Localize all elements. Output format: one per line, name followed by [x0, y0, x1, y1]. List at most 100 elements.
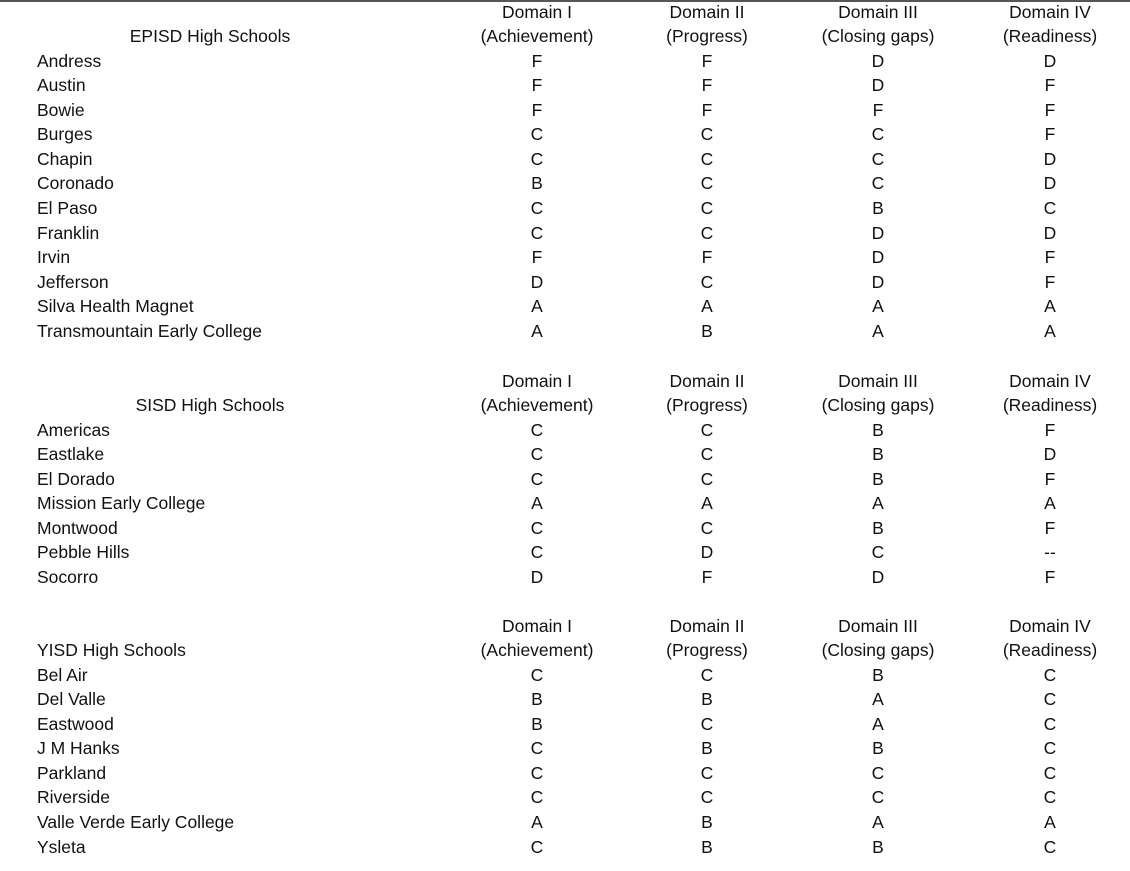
grade-cell: C	[530, 762, 544, 783]
table-row: Transmountain Early College A B A A	[0, 319, 1130, 344]
grade-cell: C	[700, 419, 714, 440]
grade-cell: C	[700, 787, 714, 808]
school-name: Burges	[37, 124, 93, 145]
grade-cell: B	[872, 517, 884, 538]
school-name: Del Valle	[37, 689, 106, 710]
grade-cell: B	[701, 836, 713, 857]
column-header-subtitle: (Closing gaps)	[821, 26, 935, 47]
grade-cell: F	[1044, 271, 1056, 292]
grade-cell: C	[1043, 738, 1057, 759]
grade-cell: C	[530, 787, 544, 808]
school-name: Transmountain Early College	[37, 321, 263, 342]
school-name: Socorro	[37, 567, 99, 588]
grade-cell: C	[1043, 689, 1057, 710]
section-table: SISD High Schools Domain I (Achievement) Do…	[0, 369, 1130, 590]
school-name: Valle Verde Early College	[37, 812, 235, 833]
school-name: Austin	[37, 75, 86, 96]
grade-cell: D	[1043, 444, 1057, 465]
grade-cell: F	[1044, 124, 1056, 145]
grade-cell: A	[872, 713, 884, 734]
grade-cell: A	[872, 296, 884, 317]
grade-cell: C	[700, 198, 714, 219]
grade-cell: C	[700, 468, 714, 489]
table-row: Mission Early College A A A A	[0, 491, 1130, 516]
table-row: El Dorado C C B F	[0, 467, 1130, 492]
grade-cell: A	[1044, 493, 1056, 514]
school-name: Coronado	[37, 173, 114, 194]
grade-cell: A	[1044, 812, 1056, 833]
grade-cell: B	[701, 321, 713, 342]
grade-cell: A	[701, 296, 713, 317]
grade-cell: C	[530, 664, 544, 685]
column-header-domain: Domain IV	[1009, 2, 1091, 22]
grade-cell: A	[872, 321, 884, 342]
school-name: Ysleta	[37, 836, 86, 857]
school-name: Eastwood	[37, 713, 114, 734]
grade-cell: C	[1043, 713, 1057, 734]
grade-cell: A	[872, 812, 884, 833]
grade-cell: C	[871, 542, 885, 563]
column-header-subtitle: (Readiness)	[1002, 26, 1098, 47]
column-header-domain: Domain I	[501, 616, 573, 636]
grade-cell: B	[701, 689, 713, 710]
section-title: EPISD High Schools	[129, 26, 291, 47]
school-name: Eastlake	[37, 444, 105, 465]
school-name: El Paso	[37, 198, 98, 219]
grade-cell: F	[531, 247, 543, 268]
grade-cell: C	[530, 468, 544, 489]
grade-cell: --	[1044, 542, 1056, 563]
grade-cell: C	[700, 222, 714, 243]
table-row: Andress F F D D	[0, 49, 1130, 74]
grade-cell: F	[1044, 75, 1056, 96]
grade-cell: C	[871, 173, 885, 194]
school-name: Riverside	[37, 787, 110, 808]
section-title: SISD High Schools	[135, 395, 285, 416]
grade-cell: F	[701, 75, 713, 96]
grade-cell: C	[530, 517, 544, 538]
grade-cell: D	[1043, 173, 1057, 194]
grade-cell: C	[1043, 198, 1057, 219]
column-header-subtitle: (Readiness)	[1002, 395, 1098, 416]
grade-cell: D	[871, 247, 885, 268]
grade-cell: B	[872, 419, 884, 440]
grade-cell: C	[530, 738, 544, 759]
column-header-subtitle: (Achievement)	[480, 26, 594, 47]
column-header: Domain IV (Readiness)	[965, 0, 1130, 49]
column-header-domain: Domain II	[669, 371, 745, 391]
grade-cell: D	[1043, 50, 1057, 71]
table-row: Bowie F F F F	[0, 98, 1130, 123]
table-row: Silva Health Magnet A A A A	[0, 294, 1130, 319]
grade-cell: C	[530, 836, 544, 857]
school-name: Chapin	[37, 148, 93, 169]
grade-cell: C	[1043, 664, 1057, 685]
school-name: J M Hanks	[37, 738, 120, 759]
grade-cell: A	[872, 689, 884, 710]
grade-cell: B	[872, 198, 884, 219]
section-table: YISD High Schools Domain I (Achievement) Do…	[0, 614, 1130, 859]
column-header: Domain II (Progress)	[622, 614, 792, 663]
column-header: Domain IV (Readiness)	[965, 369, 1130, 418]
column-header-subtitle: (Achievement)	[480, 395, 594, 416]
grade-cell: A	[1044, 321, 1056, 342]
grade-cell: C	[871, 787, 885, 808]
grade-cell: D	[700, 542, 714, 563]
school-name: Montwood	[37, 517, 118, 538]
school-name: Bowie	[37, 99, 85, 120]
school-name: Pebble Hills	[37, 542, 130, 563]
top-border	[0, 0, 1130, 2]
school-name: El Dorado	[37, 468, 115, 489]
grade-cell: D	[871, 50, 885, 71]
grade-cell: F	[1044, 99, 1056, 120]
column-header-subtitle: (Progress)	[666, 26, 748, 47]
grade-cell: D	[871, 567, 885, 588]
grade-cell: D	[871, 75, 885, 96]
grade-cell: C	[1043, 787, 1057, 808]
grade-cell: C	[530, 222, 544, 243]
column-header: Domain I (Achievement)	[452, 0, 622, 49]
grade-cell: B	[701, 738, 713, 759]
grade-cell: B	[872, 664, 884, 685]
section-table: EPISD High Schools Domain I (Achievement) D…	[0, 0, 1130, 344]
table-row: El Paso C C B C	[0, 196, 1130, 221]
column-header: Domain III (Closing gaps)	[793, 369, 963, 418]
grade-cell: F	[872, 99, 884, 120]
